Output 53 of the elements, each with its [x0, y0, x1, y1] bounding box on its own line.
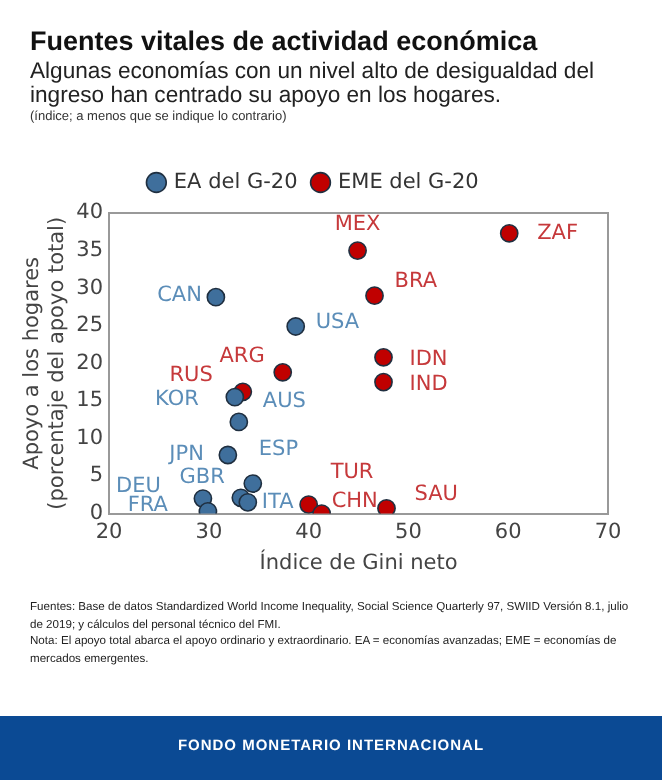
point — [377, 498, 396, 514]
y-axis-title: Apoyo a los hogares (porcentaje del apoyo total) — [20, 216, 70, 510]
point — [299, 495, 319, 514]
y-tick-label: 30 — [76, 275, 104, 300]
annotation: IND — [409, 371, 448, 396]
annotation: GBR — [179, 465, 225, 490]
x-tick-label: 40 — [295, 519, 323, 544]
y-tick-label: 5 — [89, 463, 104, 488]
x-tick-label: 50 — [395, 519, 422, 544]
annotation: TUR — [328, 460, 374, 485]
annotation: MEX — [334, 212, 381, 237]
x-tick-label: 70 — [594, 519, 622, 544]
point — [225, 387, 245, 407]
annotation: SAU — [414, 481, 458, 506]
annotation: IDN — [409, 346, 448, 371]
point — [374, 347, 393, 367]
point — [374, 372, 393, 392]
annotation: JPN — [167, 442, 204, 467]
legend-label: EA del G-20 — [173, 169, 298, 194]
point — [286, 317, 306, 336]
annotation: RUS — [169, 363, 214, 388]
x-axis-title: Índice de Gini neto — [259, 548, 458, 575]
chart-subtitle: Algunas economías con un nivel alto de desigualdad del ingreso han centrado su apoyo en los hogares. — [30, 60, 596, 108]
y-tick-label: 15 — [76, 388, 104, 413]
annotation: ITA — [261, 489, 296, 514]
point — [229, 412, 249, 432]
x-tick-label: 60 — [494, 519, 522, 544]
point — [499, 223, 519, 243]
annotation: ARG — [219, 343, 265, 368]
x-tick-label: 30 — [195, 519, 223, 544]
y-tick-label: 35 — [76, 238, 104, 263]
point — [273, 362, 293, 382]
point — [218, 445, 238, 465]
y-tick-label: 25 — [76, 313, 104, 338]
y-tick-label: 0 — [89, 501, 104, 526]
y-tick-label: 20 — [76, 350, 104, 375]
chart-title: Fuentes vitales de actividad económica — [30, 26, 538, 56]
point — [206, 287, 226, 307]
point — [348, 241, 367, 260]
annotation: ZAF — [537, 220, 579, 245]
y-tick-label: 10 — [76, 425, 104, 450]
point — [365, 286, 384, 306]
legend-label: EME del G-20 — [337, 169, 479, 194]
annotation: ESP — [258, 437, 299, 462]
point — [238, 492, 258, 512]
y-tick-label: 40 — [76, 200, 104, 225]
annotation: KOR — [155, 386, 199, 411]
annotation: CAN — [157, 282, 202, 307]
annotation: CHN — [331, 489, 378, 514]
annotation: USA — [315, 309, 361, 334]
point — [243, 474, 263, 493]
annotation: AUS — [262, 389, 307, 414]
annotation: BRA — [394, 269, 439, 294]
